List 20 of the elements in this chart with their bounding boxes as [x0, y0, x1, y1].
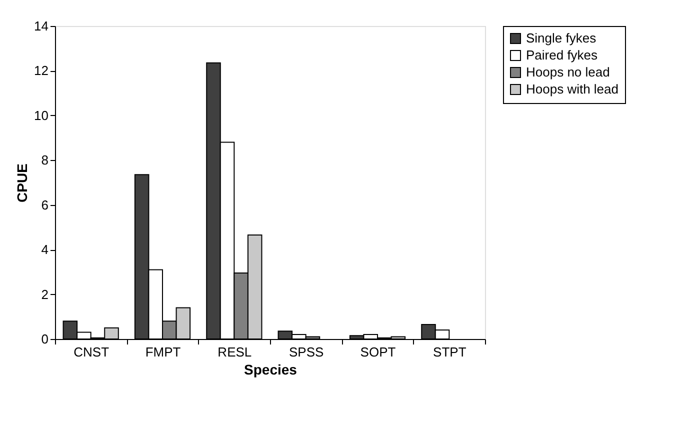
- x-tick-label: SOPT: [360, 344, 396, 360]
- y-tick-label: 12: [34, 63, 48, 78]
- y-tick-label: 4: [41, 242, 48, 258]
- y-tick-label: 8: [41, 152, 48, 168]
- legend-label: Single fykes: [526, 30, 597, 46]
- x-tick-label: SPSS: [288, 344, 324, 360]
- y-tick-label: 0: [41, 332, 48, 346]
- y-tick-label: 6: [41, 197, 48, 212]
- legend-label: Hoops no lead: [526, 64, 610, 80]
- legend-label: Hoops with lead: [526, 82, 618, 96]
- x-tick-label: FMPT: [145, 344, 181, 360]
- x-tick-label: STPT: [433, 344, 466, 360]
- legend-label: Paired fykes: [526, 48, 598, 62]
- x-tick-label: RESL: [218, 344, 252, 360]
- y-axis-title: CPUE: [14, 164, 30, 202]
- y-tick-label: 10: [34, 108, 48, 123]
- y-tick-label: 14: [34, 18, 48, 34]
- y-tick-label: 2: [41, 286, 48, 302]
- x-tick-label: CNST: [74, 344, 110, 360]
- x-axis-title: Species: [244, 362, 298, 378]
